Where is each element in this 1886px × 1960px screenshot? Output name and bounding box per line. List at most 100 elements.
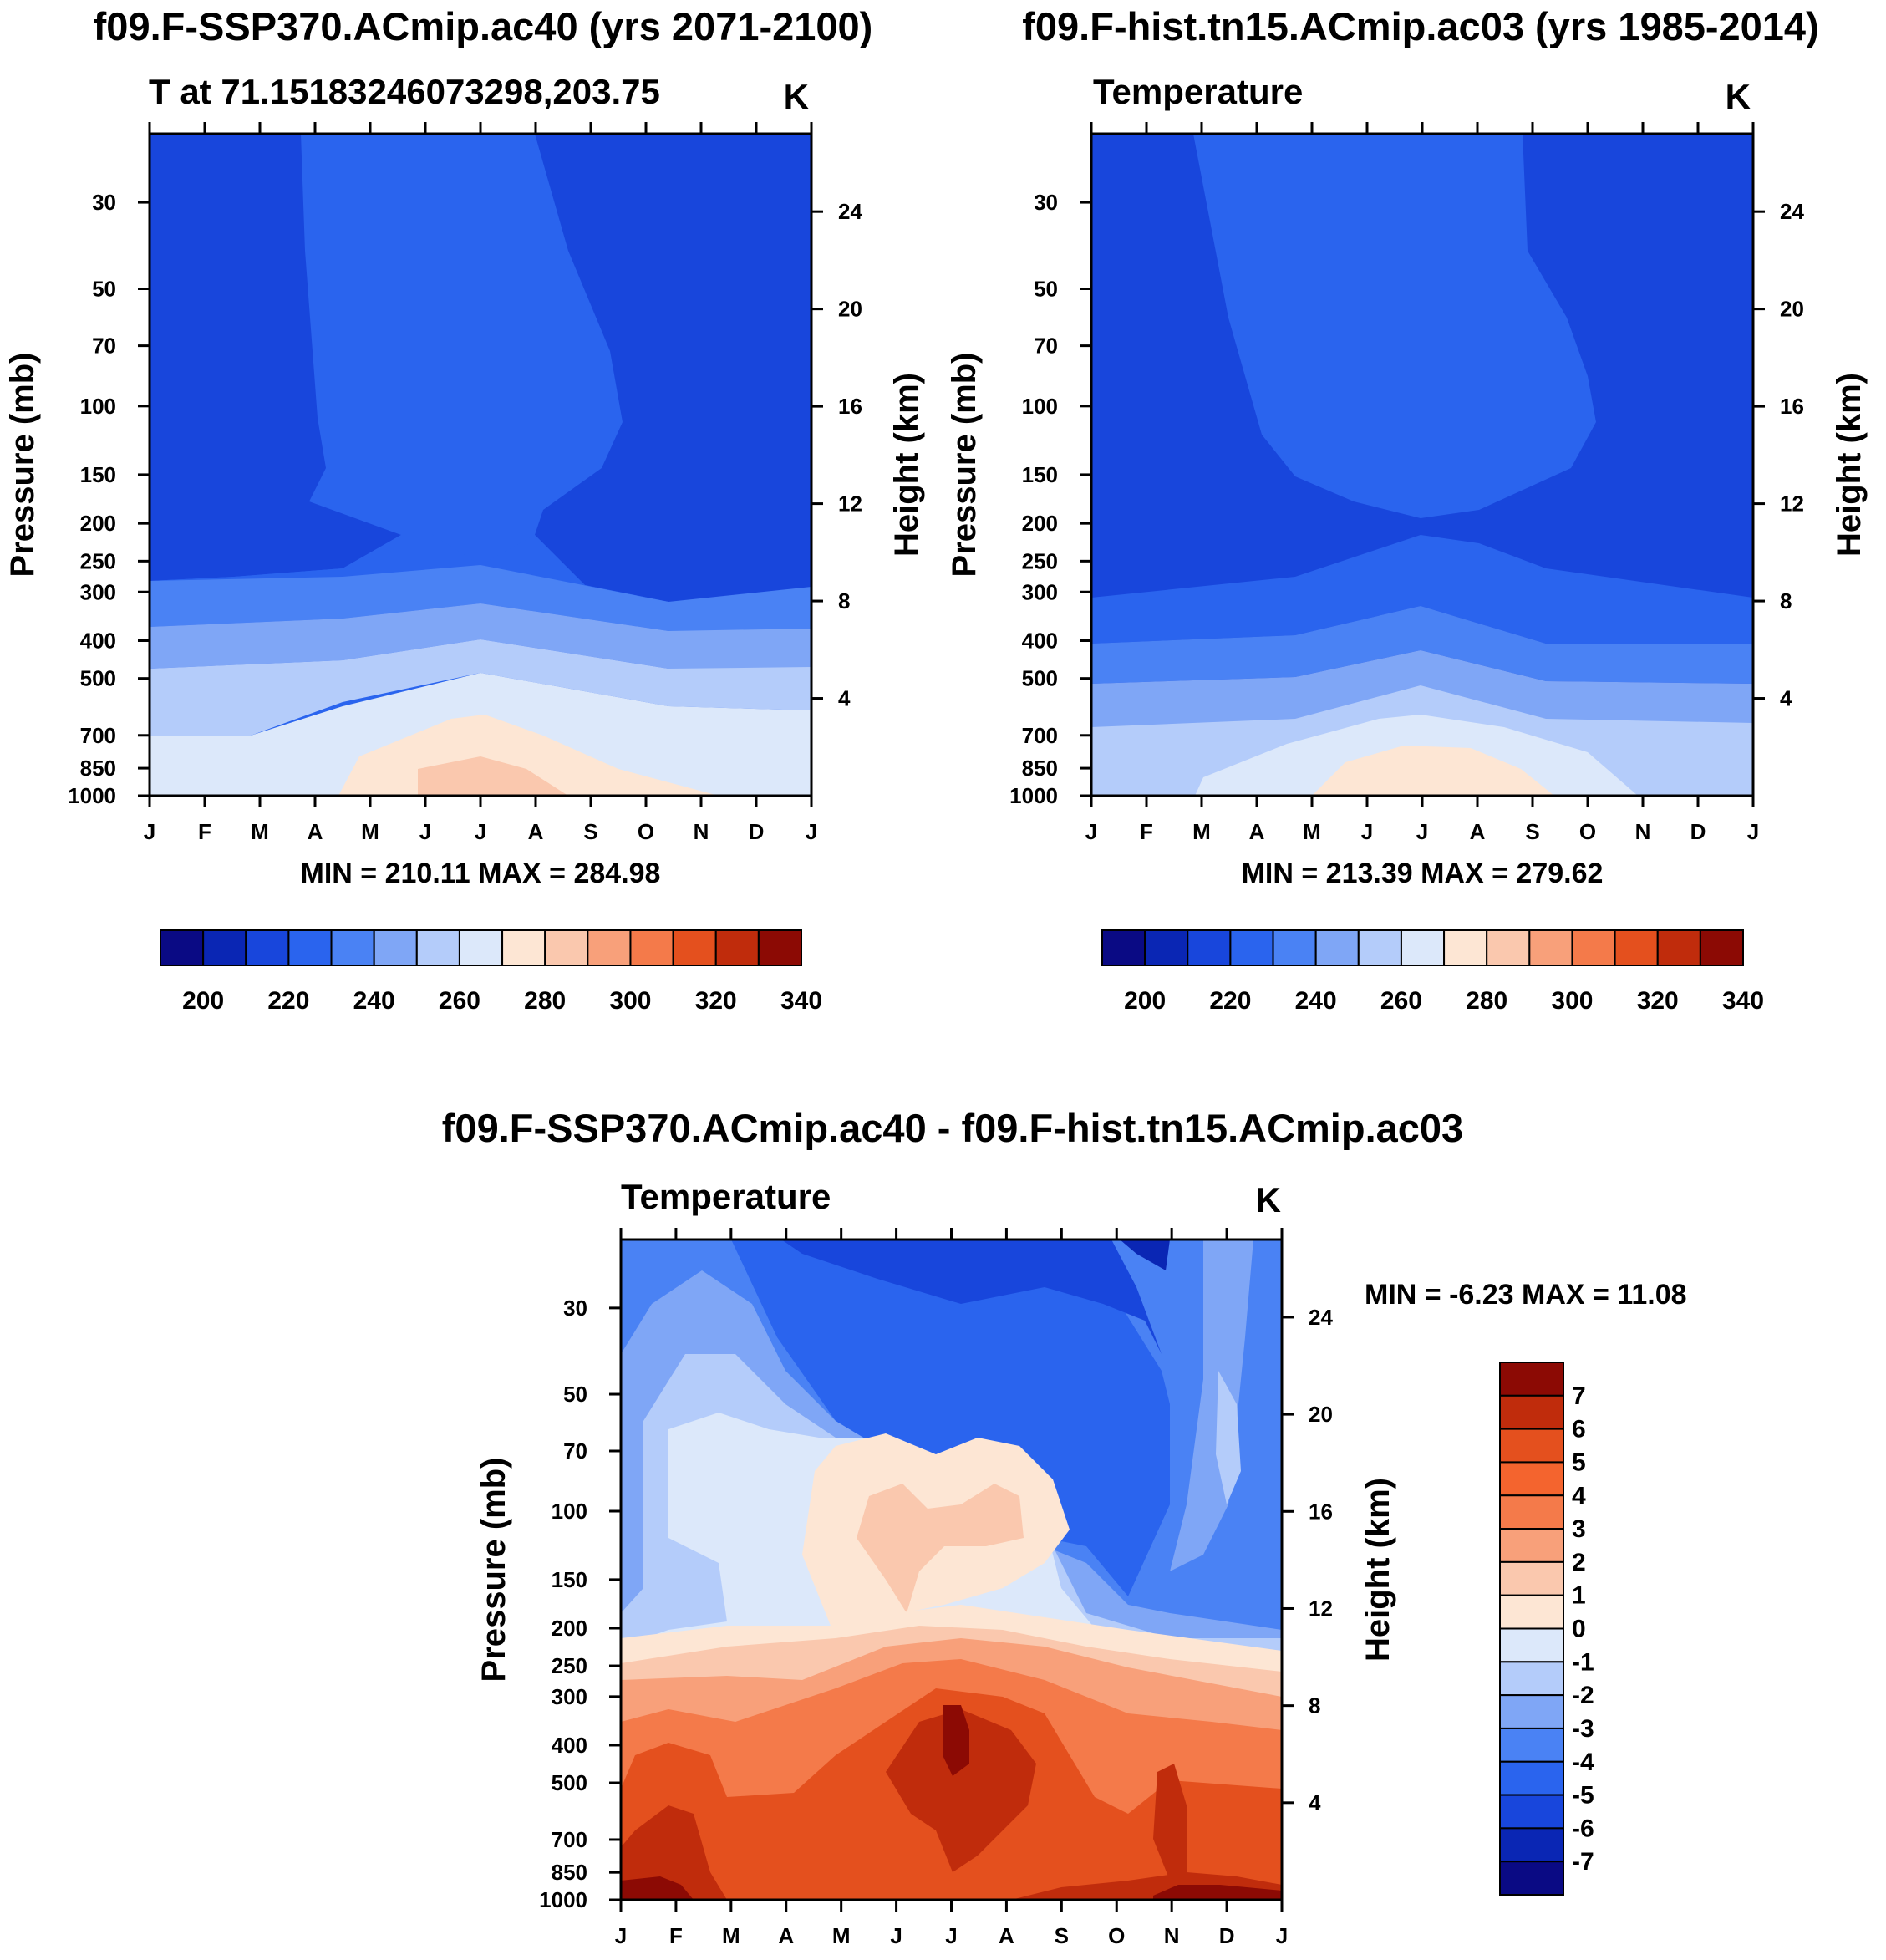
colorbar-label: 320: [1637, 987, 1679, 1015]
x-tick-label: A: [778, 1923, 794, 1948]
colorbar-box: [1499, 1428, 1564, 1464]
colorbar-label: 4: [1572, 1482, 1586, 1509]
colorbar-label: 1: [1572, 1582, 1586, 1610]
colorbar-label: -4: [1572, 1749, 1594, 1776]
y-tick-label: 200: [80, 511, 116, 536]
y-tick-label: 100: [552, 1499, 587, 1524]
colorbar-label: -3: [1572, 1715, 1594, 1743]
panel1-band-240: [150, 603, 811, 669]
y-tick-label: 200: [1022, 511, 1058, 536]
y-tick-label: 70: [563, 1438, 587, 1464]
colorbar-label: -6: [1572, 1815, 1594, 1842]
panel1-units-label: K: [784, 77, 809, 116]
panel3-band-minus6: [1120, 1240, 1170, 1270]
y2-tick-label: 12: [1309, 1596, 1333, 1621]
panel2-left-label: Temperature: [1093, 72, 1303, 111]
y2-tick-label: 16: [838, 394, 862, 419]
panel3-colorbar: 7 6 5 4 3 2 1 0 -1 -2 -3 -4 -5 -6 -7: [1499, 1362, 1594, 1896]
colorbar-label: 220: [1209, 987, 1251, 1015]
colorbar-box: [1499, 1494, 1564, 1530]
x-tick-label: M: [1192, 819, 1211, 844]
x-tick-label: D: [1219, 1923, 1235, 1948]
y2-tick-label: 12: [838, 491, 862, 517]
y2-tick-label: 24: [838, 199, 862, 224]
x-tick-label: J: [1747, 819, 1759, 844]
x-tick-label: A: [528, 819, 544, 844]
colorbar-box: [1499, 1528, 1564, 1563]
panel3-y2-ticks: 24 20 16 12 8 4: [1282, 1305, 1333, 1815]
y2-tick-label: 8: [1309, 1693, 1320, 1718]
y-tick-label: 850: [552, 1860, 587, 1885]
y-tick-label: 250: [1022, 548, 1058, 573]
panel2-contour-field: [1091, 134, 1753, 796]
colorbar-label: -5: [1572, 1782, 1594, 1810]
panel2-band-230: [1091, 606, 1753, 684]
y-tick-label: 850: [1022, 756, 1058, 781]
panel3-contour-field: [621, 1240, 1282, 1900]
y2-tick-label: 8: [838, 588, 850, 613]
colorbar-box: [1499, 1560, 1564, 1596]
panel-ssp370: f09.F-SSP370.ACmip.ac40 (yrs 2071-2100) …: [4, 4, 925, 1015]
colorbar-box: [1499, 1694, 1564, 1729]
colorbar-label: 5: [1572, 1448, 1586, 1476]
colorbar-box: [1144, 929, 1189, 966]
colorbar-box: [373, 929, 418, 966]
y2-tick-label: 20: [1780, 297, 1804, 322]
colorbar-box: [544, 929, 589, 966]
colorbar-box: [672, 929, 717, 966]
y-tick-label: 300: [552, 1684, 587, 1709]
y2-tick-label: 4: [838, 686, 851, 711]
colorbar-label: -1: [1572, 1648, 1594, 1676]
y-tick-label: 1000: [68, 783, 116, 808]
x-tick-label: J: [806, 819, 817, 844]
colorbar-label: -7: [1572, 1848, 1594, 1876]
colorbar-box: [160, 929, 205, 966]
x-tick-label: S: [583, 819, 597, 844]
y-tick-label: 150: [552, 1567, 587, 1592]
y-tick-label: 700: [80, 723, 116, 748]
y-tick-label: 70: [92, 333, 116, 359]
panel-hist: f09.F-hist.tn15.ACmip.ac03 (yrs 1985-201…: [946, 4, 1868, 1015]
y-tick-label: 30: [563, 1296, 587, 1321]
x-tick-label: O: [638, 819, 654, 844]
colorbar-box: [1187, 929, 1232, 966]
colorbar-box: [1499, 1760, 1564, 1796]
colorbar-box: [1499, 1727, 1564, 1763]
colorbar-box: [1499, 1461, 1564, 1497]
colorbar-box: [714, 929, 760, 966]
y-tick-label: 250: [80, 548, 116, 573]
colorbar-label: 200: [1124, 987, 1166, 1015]
y2-tick-label: 12: [1780, 491, 1804, 517]
x-tick-label: D: [1690, 819, 1706, 844]
panel3-band-plus2: [857, 1484, 1024, 1613]
colorbar-box: [1314, 929, 1360, 966]
y-tick-label: 1000: [1009, 783, 1058, 808]
panel2-units-label: K: [1726, 77, 1751, 116]
panel2-y2-axis-label: Height (km): [1831, 373, 1868, 557]
colorbar-box: [1699, 929, 1745, 966]
y-tick-label: 1000: [539, 1887, 587, 1912]
panel1-y2-axis-label: Height (km): [888, 373, 925, 557]
y-tick-label: 50: [92, 277, 116, 302]
x-tick-label: J: [1276, 1923, 1288, 1948]
colorbar-box: [245, 929, 290, 966]
colorbar-label: 280: [524, 987, 566, 1015]
panel1-band-250: [150, 639, 811, 736]
colorbar-label: 300: [609, 987, 651, 1015]
panel3-band-plus7-core: [943, 1705, 969, 1776]
x-tick-label: N: [1164, 1923, 1180, 1948]
y2-tick-label: 20: [838, 297, 862, 322]
y-tick-label: 300: [80, 579, 116, 604]
colorbar-label: 280: [1466, 987, 1507, 1015]
y-tick-label: 150: [80, 462, 116, 487]
panel1-band-280: [418, 756, 568, 796]
colorbar-box: [1656, 929, 1701, 966]
panel1-y-axis-label: Pressure (mb): [4, 353, 41, 578]
x-tick-label: F: [1140, 819, 1153, 844]
x-tick-label: J: [1416, 819, 1428, 844]
colorbar-box: [757, 929, 802, 966]
colorbar-box: [1229, 929, 1274, 966]
colorbar-box: [458, 929, 504, 966]
